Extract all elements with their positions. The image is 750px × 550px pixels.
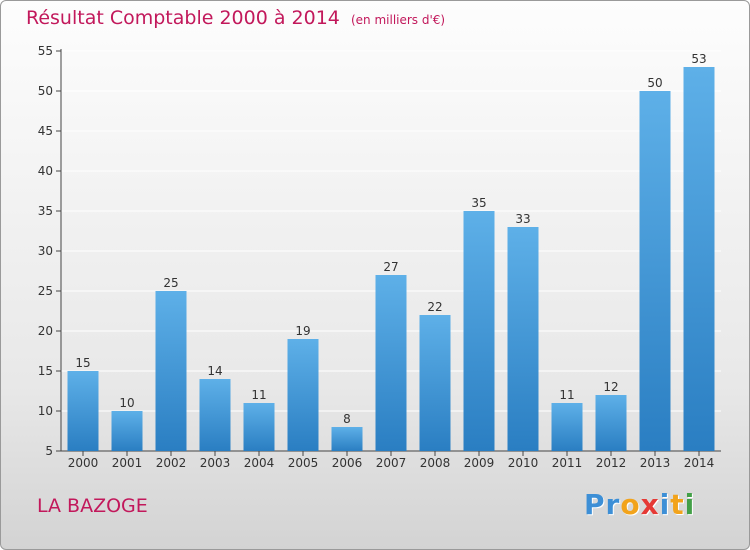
y-tick-label: 15 [38, 364, 53, 378]
bar-2005 [287, 339, 319, 451]
y-tick-label: 45 [38, 124, 53, 138]
y-tick-label: 40 [38, 164, 53, 178]
bar-2000 [67, 371, 99, 451]
y-tick-label: 50 [38, 84, 53, 98]
data-label: 50 [647, 76, 662, 90]
bar-2006 [331, 427, 363, 451]
data-label: 22 [427, 300, 442, 314]
x-tick-label: 2011 [552, 456, 583, 470]
bar-2008 [419, 315, 451, 451]
x-tick-label: 2013 [640, 456, 671, 470]
bar-2011 [551, 403, 583, 451]
logo-letter: r [605, 488, 621, 521]
bar-2012 [595, 395, 627, 451]
x-tick-label: 2003 [200, 456, 231, 470]
data-label: 10 [119, 396, 134, 410]
y-tick-label: 10 [38, 404, 53, 418]
logo-letter: i [659, 488, 671, 521]
data-label: 27 [383, 260, 398, 274]
bar-2003 [199, 379, 231, 451]
data-label: 25 [163, 276, 178, 290]
x-tick-label: 2007 [376, 456, 407, 470]
logo-letter: t [670, 488, 685, 521]
bar-2013 [639, 91, 671, 451]
x-tick-label: 2002 [156, 456, 187, 470]
x-tick-label: 2001 [112, 456, 143, 470]
y-tick-label: 30 [38, 244, 53, 258]
logo-letter: P [584, 488, 606, 521]
bar-2004 [243, 403, 275, 451]
bar-2001 [111, 411, 143, 451]
bar-2009 [463, 211, 495, 451]
x-tick-label: 2009 [464, 456, 495, 470]
bar-2007 [375, 275, 407, 451]
data-label: 14 [207, 364, 222, 378]
bar-2002 [155, 291, 187, 451]
title-row: Résultat Comptable 2000 à 2014 (en milli… [26, 7, 445, 29]
bar-2010 [507, 227, 539, 451]
x-tick-label: 2005 [288, 456, 319, 470]
logo-letter: i [684, 488, 696, 521]
x-tick-label: 2004 [244, 456, 275, 470]
x-tick-label: 2000 [68, 456, 99, 470]
y-tick-label: 55 [38, 44, 53, 58]
data-label: 12 [603, 380, 618, 394]
logo-letter: o [620, 488, 641, 521]
data-label: 19 [295, 324, 310, 338]
y-tick-label: 5 [45, 444, 53, 458]
x-tick-label: 2012 [596, 456, 627, 470]
chart-title: Résultat Comptable 2000 à 2014 [26, 7, 340, 29]
y-tick-label: 20 [38, 324, 53, 338]
x-tick-label: 2006 [332, 456, 363, 470]
data-label: 53 [691, 52, 706, 66]
data-label: 8 [343, 412, 351, 426]
bar-2014 [683, 67, 715, 451]
commune-name: LA BAZOGE [37, 495, 148, 517]
proxiti-logo[interactable]: Proxiti [584, 488, 695, 521]
data-label: 11 [251, 388, 266, 402]
unit-note: (en milliers d'€) [350, 13, 446, 27]
x-tick-label: 2010 [508, 456, 539, 470]
logo-letter: x [640, 488, 660, 521]
x-tick-label: 2008 [420, 456, 451, 470]
y-tick-label: 35 [38, 204, 53, 218]
y-tick-label: 25 [38, 284, 53, 298]
data-label: 11 [559, 388, 574, 402]
x-tick-label: 2014 [684, 456, 715, 470]
data-label: 33 [515, 212, 530, 226]
data-label: 35 [471, 196, 486, 210]
data-label: 15 [75, 356, 90, 370]
